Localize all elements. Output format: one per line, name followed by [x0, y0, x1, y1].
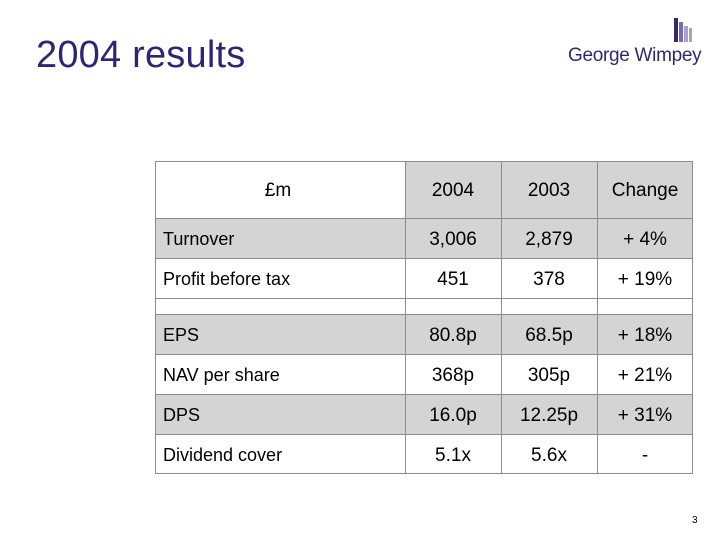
row-label-profit-before-tax: Profit before tax [163, 269, 291, 289]
row-label-dps: DPS [163, 405, 201, 425]
cell-eps-2004: 80.8p [429, 325, 477, 346]
unit-label: £m [264, 180, 292, 201]
cell-eps-2003: 68.5p [525, 325, 573, 346]
company-logo: George Wimpey [568, 18, 702, 70]
page-number: 3 [692, 515, 698, 526]
cell-turnover-2003: 2,879 [525, 229, 573, 250]
cell-nav-change: + 21% [617, 365, 673, 386]
cell-cover-2003: 5.6x [531, 445, 567, 466]
header-band [405, 161, 693, 218]
slide-title: 2004 results [36, 34, 246, 76]
cell-turnover-2004: 3,006 [429, 229, 477, 250]
grid-line [155, 314, 693, 315]
results-table [155, 161, 693, 474]
grid-line [155, 258, 693, 259]
cell-eps-change: + 18% [617, 325, 673, 346]
cell-profit-2004: 451 [437, 269, 469, 290]
cell-profit-2003: 378 [533, 269, 565, 290]
grid-line [155, 354, 693, 355]
grid-line [501, 161, 502, 474]
cell-cover-change: - [641, 445, 649, 466]
cell-turnover-change: + 4% [623, 229, 667, 250]
band-turnover [155, 218, 693, 258]
cell-dps-2003: 12.25p [519, 405, 579, 426]
grid-line [155, 394, 693, 395]
row-label-eps: EPS [163, 325, 200, 345]
cell-dps-change: + 31% [617, 405, 673, 426]
cell-dps-2004: 16.0p [429, 405, 477, 426]
row-label-turnover: Turnover [163, 229, 235, 249]
row-label-dividend-cover: Dividend cover [163, 445, 283, 465]
brick-bars-icon [674, 18, 692, 42]
cell-nav-2004: 368p [431, 365, 475, 386]
band-eps [155, 314, 693, 354]
cell-cover-2004: 5.1x [435, 445, 471, 466]
logo-wordmark: George Wimpey [568, 45, 702, 66]
row-label-nav-per-share: NAV per share [163, 365, 280, 385]
grid-line [405, 161, 406, 474]
cell-nav-2003: 305p [527, 365, 571, 386]
column-header-change: Change [611, 180, 679, 201]
column-header-2003: 2003 [527, 180, 571, 201]
grid-line [597, 161, 598, 474]
grid-line [155, 434, 693, 435]
grid-line [155, 298, 693, 299]
column-header-2004: 2004 [431, 180, 475, 201]
cell-profit-change: + 19% [617, 269, 673, 290]
grid-line [155, 218, 693, 219]
band-dps [155, 394, 693, 434]
